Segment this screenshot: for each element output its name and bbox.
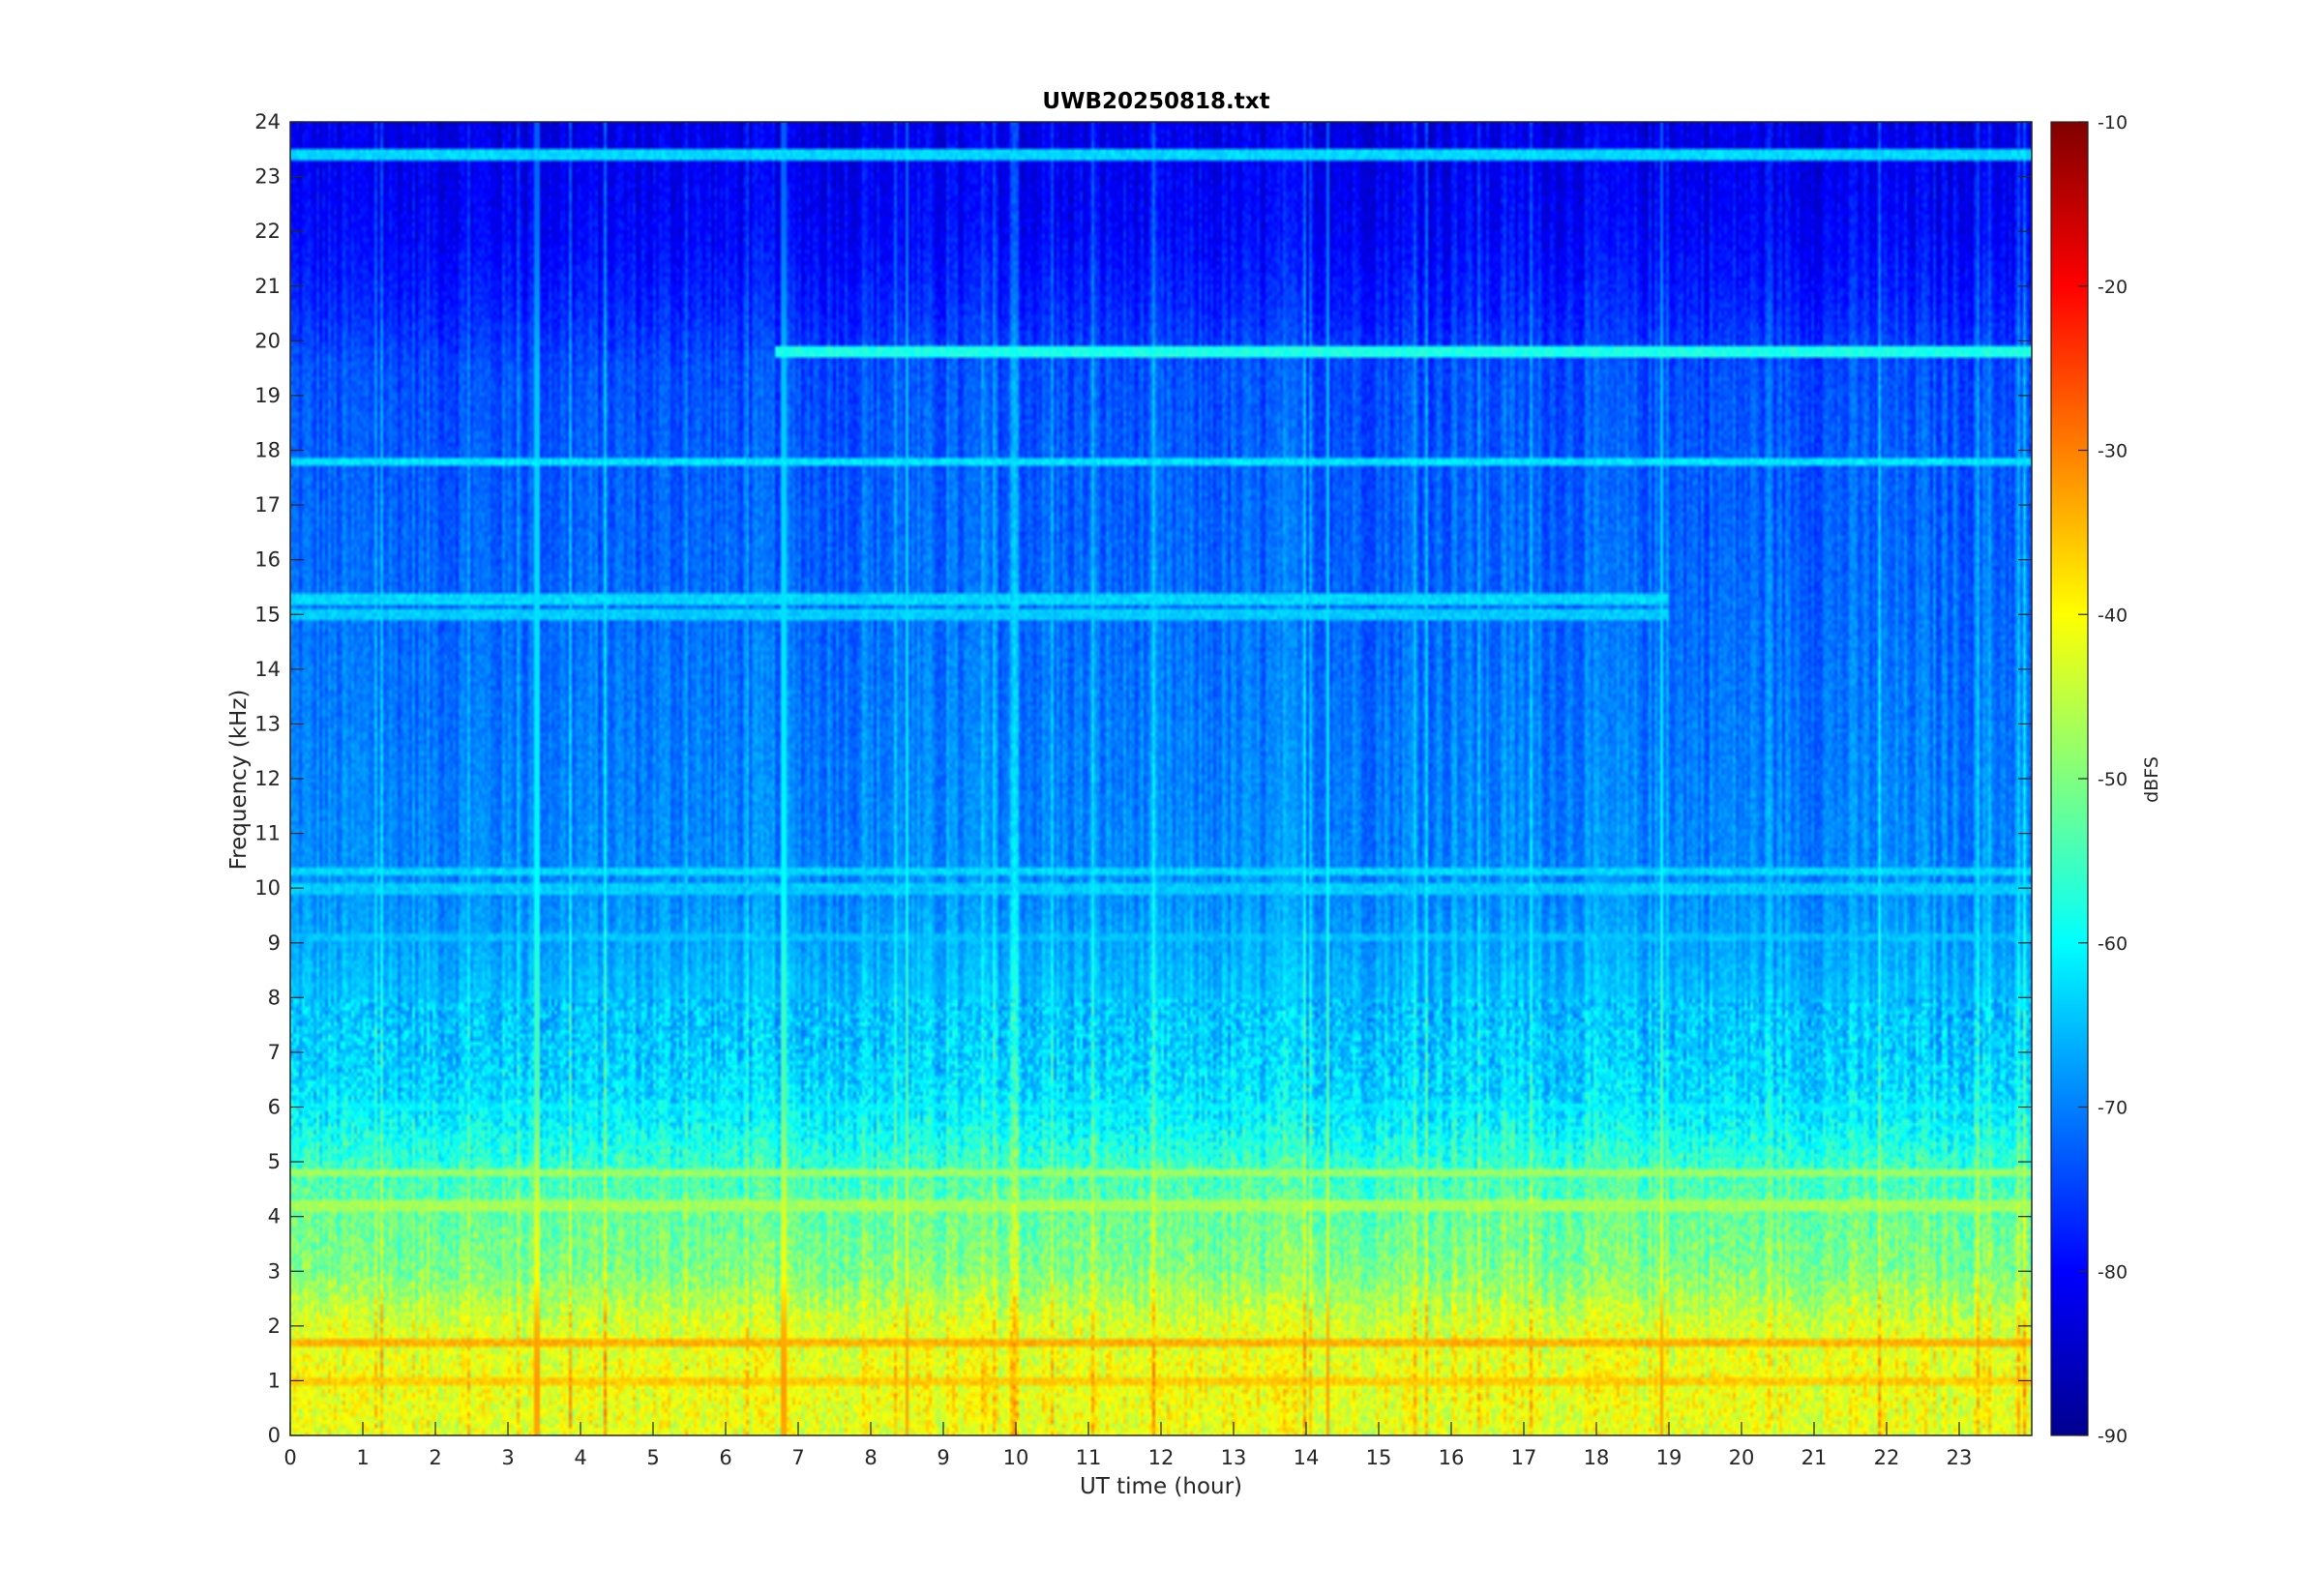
x-tick-label: 18 <box>1584 1446 1610 1469</box>
chart-title: UWB20250818.txt <box>1042 89 1269 114</box>
y-tick-label: 21 <box>254 275 281 298</box>
y-tick-label: 15 <box>254 603 281 626</box>
x-tick-label: 2 <box>429 1446 441 1469</box>
x-tick-label: 23 <box>1947 1446 1973 1469</box>
x-tick-label: 6 <box>719 1446 731 1469</box>
y-tick-label: 24 <box>254 110 281 133</box>
spectrogram-image <box>290 122 2032 1435</box>
y-tick-label: 8 <box>268 986 281 1009</box>
colorbar-tick-label: -50 <box>2098 769 2128 790</box>
x-axis: 0 1 2 3 4 5 6 7 8 9 10 11 12 13 14 15 16 17 18 19 20 21 22 23 <box>283 1422 1972 1469</box>
y-tick-label: 16 <box>254 548 281 572</box>
y-tick-label: 0 <box>268 1424 281 1447</box>
y-tick-label: 13 <box>254 712 281 735</box>
x-tick-label: 4 <box>574 1446 586 1469</box>
x-tick-label: 3 <box>501 1446 514 1469</box>
x-tick-label: 12 <box>1148 1446 1175 1469</box>
colorbar-tick-label: -20 <box>2098 277 2128 298</box>
colorbar: -10 -20 -30 -40 -50 -60 -70 -80 -90 dBFS <box>2050 112 2162 1447</box>
x-tick-label: 8 <box>864 1446 877 1469</box>
y-tick-label: 4 <box>268 1205 281 1228</box>
spectrogram-heatmap <box>290 122 2032 1435</box>
x-tick-label: 13 <box>1221 1446 1247 1469</box>
x-tick-label: 5 <box>646 1446 659 1469</box>
x-tick-label: 21 <box>1801 1446 1828 1469</box>
x-tick-label: 15 <box>1366 1446 1392 1469</box>
x-tick-label: 22 <box>1874 1446 1900 1469</box>
y-tick-label: 6 <box>268 1096 281 1119</box>
x-tick-label: 20 <box>1729 1446 1755 1469</box>
y-tick-label: 11 <box>254 822 281 845</box>
x-tick-label: 1 <box>356 1446 369 1469</box>
x-tick-label: 0 <box>283 1446 296 1469</box>
y-tick-label: 2 <box>268 1315 281 1338</box>
y-tick-label: 18 <box>254 439 281 462</box>
colorbar-tick-label: -90 <box>2098 1426 2128 1447</box>
y-tick-label: 20 <box>254 329 281 352</box>
y-tick-label: 7 <box>268 1041 281 1064</box>
y-tick-label: 12 <box>254 767 281 790</box>
x-tick-label: 17 <box>1511 1446 1537 1469</box>
colorbar-tick-label: -30 <box>2098 441 2128 462</box>
colorbar-tick-label: -60 <box>2098 933 2128 955</box>
x-tick-label: 11 <box>1076 1446 1102 1469</box>
colorbar-tick-label: -80 <box>2098 1261 2128 1283</box>
colorbar-tick-label: -40 <box>2098 605 2128 626</box>
colorbar-tick-label: -70 <box>2098 1098 2128 1119</box>
x-tick-label: 10 <box>1003 1446 1029 1469</box>
y-tick-label: 3 <box>268 1259 281 1283</box>
y-tick-label: 22 <box>254 220 281 243</box>
y-axis-label: Frequency (kHz) <box>226 690 252 871</box>
x-tick-label: 14 <box>1294 1446 1320 1469</box>
y-tick-label: 9 <box>268 931 281 955</box>
x-tick-label: 7 <box>791 1446 804 1469</box>
colorbar-tick-label: -10 <box>2098 112 2128 133</box>
y-tick-label: 17 <box>254 493 281 517</box>
spectrogram-plot <box>289 121 2033 1436</box>
x-tick-label: 9 <box>937 1446 949 1469</box>
y-tick-label: 5 <box>268 1150 281 1173</box>
y-tick-label: 1 <box>268 1369 281 1392</box>
y-tick-label: 10 <box>254 876 281 900</box>
y-tick-label: 23 <box>254 165 281 189</box>
y-tick-label: 14 <box>254 658 281 681</box>
y-tick-label: 19 <box>254 384 281 407</box>
colorbar-label: dBFS <box>2141 756 2162 803</box>
x-axis-label: UT time (hour) <box>1080 1474 1242 1499</box>
x-tick-label: 16 <box>1439 1446 1465 1469</box>
x-tick-label: 19 <box>1656 1446 1682 1469</box>
